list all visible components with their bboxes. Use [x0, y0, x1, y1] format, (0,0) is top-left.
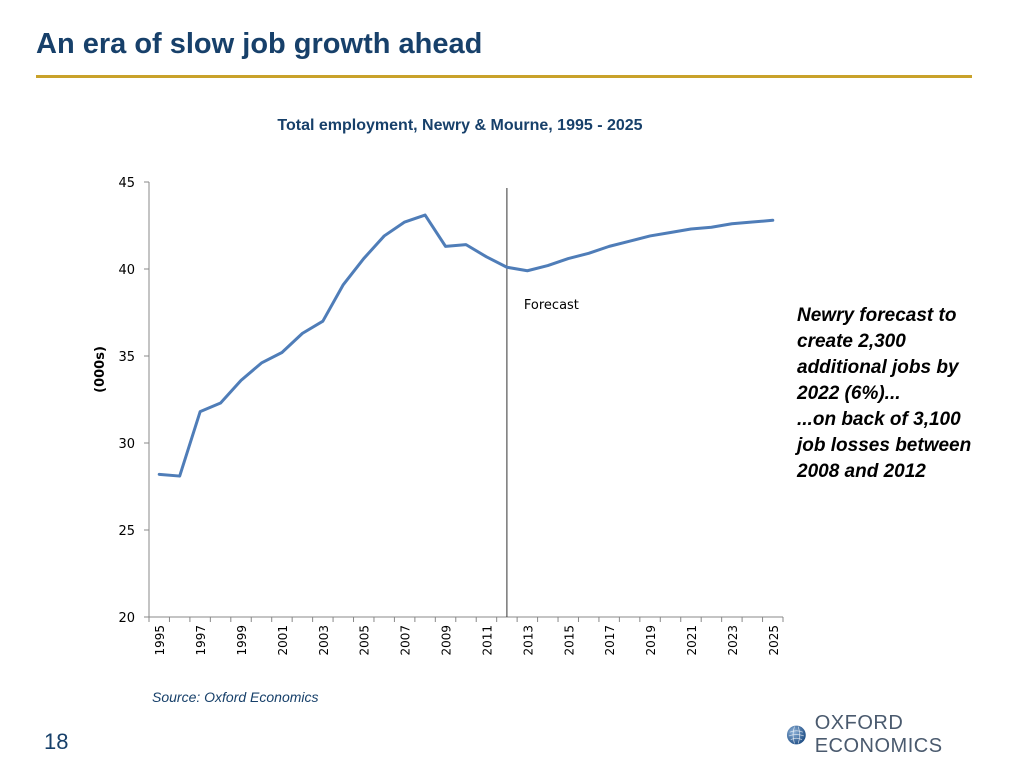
x-tick-label: 2025: [767, 625, 781, 656]
y-tick-label: 35: [118, 350, 135, 365]
employment-series-line: [157, 213, 775, 478]
x-tick-label: 2011: [480, 625, 494, 656]
globe-icon: [786, 725, 806, 745]
y-tick-label: 30: [118, 437, 135, 452]
x-tick-label: 2007: [399, 625, 413, 656]
chart-title: Total employment, Newry & Mourne, 1995 -…: [277, 117, 643, 134]
x-tick-label: 1999: [235, 625, 249, 656]
title-divider: [36, 75, 972, 78]
callout-line: ...on back of 3,100: [797, 409, 961, 430]
source-note: Source: Oxford Economics: [152, 689, 319, 705]
x-tick-label: 2005: [358, 625, 372, 656]
callout-line: Newry forecast to: [797, 305, 957, 326]
x-tick-label: 2001: [276, 625, 290, 656]
callout-line: 2008 and 2012: [797, 461, 926, 482]
x-tick-label: 2017: [603, 625, 617, 656]
x-tick-label: 1995: [153, 625, 167, 656]
x-tick-label: 2023: [726, 625, 740, 656]
forecast-label: Forecast: [524, 298, 579, 313]
callout-line: 2022 (6%)...: [797, 383, 901, 404]
x-tick-label: 2019: [644, 625, 658, 656]
y-axis-label: (000s): [93, 346, 108, 393]
callout-line: additional jobs by: [797, 357, 959, 378]
forecast-callout: Newry forecast to create 2,300 additiona…: [797, 303, 1017, 485]
x-tick-label: 2013: [521, 625, 535, 656]
logo-text: OXFORD ECONOMICS: [814, 712, 943, 757]
slide-title: An era of slow job growth ahead: [36, 28, 483, 60]
y-tick-label: 20: [118, 611, 135, 626]
y-tick-label: 45: [118, 176, 135, 191]
x-tick-label: 2003: [317, 625, 331, 656]
callout-line: create 2,300: [797, 331, 906, 352]
page-number: 18: [44, 729, 69, 754]
x-tick-label: 2009: [440, 625, 454, 656]
y-tick-label: 40: [118, 263, 135, 278]
x-tick-label: 1997: [194, 625, 208, 656]
y-tick-label: 25: [118, 524, 135, 539]
x-tick-label: 2015: [562, 625, 576, 656]
x-tick-label: 2021: [685, 625, 699, 656]
callout-line: job losses between: [797, 435, 972, 456]
oxford-economics-logo: OXFORD ECONOMICS: [786, 712, 1024, 757]
